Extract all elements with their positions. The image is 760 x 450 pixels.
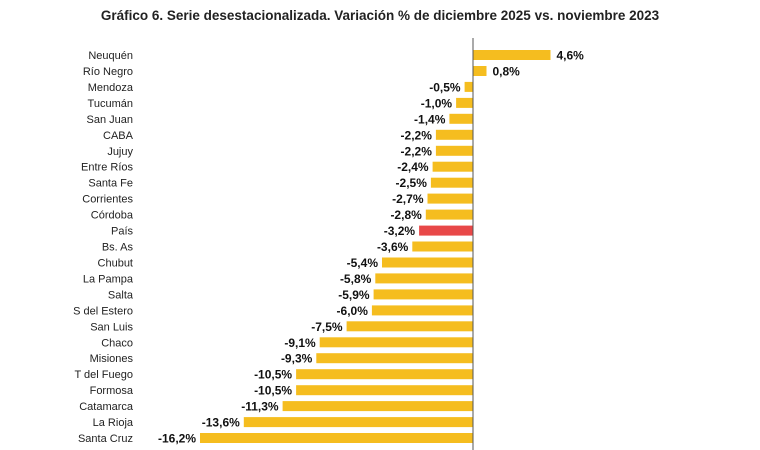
category-label-corrientes: Corrientes — [82, 194, 133, 206]
value-label-santa-fe: -2,5% — [396, 176, 428, 190]
category-label-san-juan: San Juan — [87, 114, 133, 126]
value-label-s-del-estero: -6,0% — [337, 304, 369, 318]
value-label-formosa: -10,5% — [254, 384, 292, 398]
bar-mendoza — [464, 81, 473, 92]
chart-title: Gráfico 6. Serie desestacionalizada. Var… — [100, 8, 660, 23]
bar-entre-rios — [432, 161, 473, 172]
bar-chubut — [382, 257, 473, 268]
value-label-tucuman: -1,0% — [421, 96, 453, 110]
bar-neuquen — [473, 50, 551, 60]
category-label-santa-fe: Santa Fe — [88, 178, 133, 190]
value-label-san-juan: -1,4% — [414, 112, 446, 126]
category-label-la-rioja: La Rioja — [93, 417, 134, 429]
value-label-la-pampa: -5,8% — [340, 272, 372, 286]
category-label-caba: CABA — [103, 130, 134, 142]
value-label-corrientes: -2,7% — [392, 192, 424, 206]
category-label-t-del-fuego: T del Fuego — [74, 369, 133, 381]
bar-tucuman — [456, 97, 473, 108]
value-label-chubut: -5,4% — [347, 256, 379, 270]
category-label-chaco: Chaco — [101, 337, 133, 349]
bar-san-luis — [346, 321, 473, 332]
value-label-chaco: -9,1% — [284, 336, 316, 350]
bar-rio-negro — [473, 66, 487, 76]
category-label-chubut: Chubut — [98, 258, 133, 270]
bar-s-del-estero — [371, 305, 473, 316]
bar-formosa — [296, 385, 473, 396]
category-label-formosa: Formosa — [90, 385, 134, 397]
category-label-catamarca: Catamarca — [79, 401, 134, 413]
category-label-neuquen: Neuquén — [88, 50, 133, 62]
value-label-mendoza: -0,5% — [429, 80, 461, 94]
bar-san-juan — [449, 113, 473, 124]
category-label-tucuman: Tucumán — [88, 98, 133, 110]
bar-la-pampa — [375, 273, 473, 284]
value-label-pais: -3,2% — [384, 224, 416, 238]
value-label-salta: -5,9% — [338, 288, 370, 302]
value-label-neuquen: 4,6% — [557, 49, 585, 63]
value-label-santa-cruz: -16,2% — [158, 432, 196, 446]
value-label-jujuy: -2,2% — [401, 144, 433, 158]
bar-jujuy — [435, 145, 473, 156]
value-label-san-luis: -7,5% — [311, 320, 343, 334]
category-label-la-pampa: La Pampa — [83, 273, 134, 285]
value-label-entre-rios: -2,4% — [397, 160, 429, 174]
category-label-mendoza: Mendoza — [88, 82, 134, 94]
value-label-bs-as: -3,6% — [377, 240, 409, 254]
category-label-rio-negro: Río Negro — [83, 66, 133, 78]
bar-salta — [373, 289, 473, 300]
category-label-entre-rios: Entre Ríos — [81, 162, 133, 174]
bar-santa-cruz — [200, 433, 473, 443]
category-label-jujuy: Jujuy — [107, 146, 133, 158]
bar-corrientes — [427, 193, 473, 204]
bar-chaco — [319, 337, 473, 348]
category-label-santa-cruz: Santa Cruz — [78, 433, 133, 445]
bar-pais — [419, 225, 473, 236]
bar-misiones — [316, 353, 473, 364]
category-label-bs-as: Bs. As — [102, 242, 134, 254]
category-label-s-del-estero: S del Estero — [73, 305, 133, 317]
bar-la-rioja — [243, 417, 473, 428]
bar-t-del-fuego — [296, 369, 473, 380]
category-label-misiones: Misiones — [90, 353, 134, 365]
value-label-misiones: -9,3% — [281, 352, 313, 366]
value-label-t-del-fuego: -10,5% — [254, 368, 292, 382]
value-label-la-rioja: -13,6% — [202, 416, 240, 430]
value-label-caba: -2,2% — [401, 128, 433, 142]
category-label-cordoba: Córdoba — [91, 210, 134, 222]
bar-cordoba — [425, 209, 473, 220]
bar-santa-fe — [430, 177, 473, 188]
value-label-rio-negro: 0,8% — [493, 65, 521, 79]
category-label-salta: Salta — [108, 289, 134, 301]
value-label-catamarca: -11,3% — [241, 400, 279, 414]
bar-catamarca — [282, 401, 473, 412]
category-label-pais: País — [111, 226, 134, 238]
bar-caba — [435, 129, 473, 140]
bar-bs-as — [412, 241, 473, 252]
value-label-cordoba: -2,8% — [390, 208, 422, 222]
category-label-san-luis: San Luis — [90, 321, 133, 333]
